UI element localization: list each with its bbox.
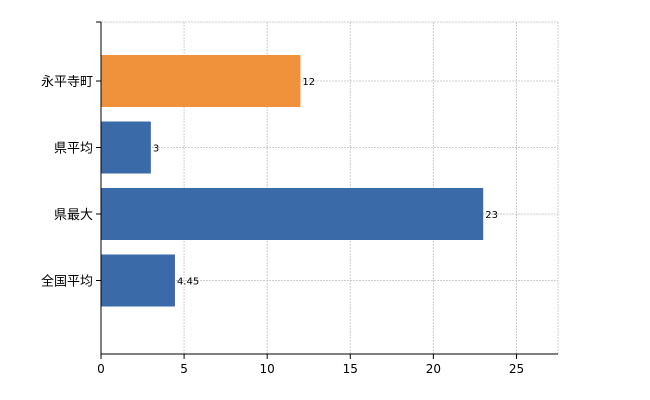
- x-tick-label: 10: [260, 362, 275, 376]
- x-tick-label: 0: [97, 362, 105, 376]
- axis-layer: [96, 21, 558, 359]
- data-label: 12: [302, 77, 315, 88]
- category-label: 永平寺町: [41, 75, 93, 90]
- category-label: 全国平均: [41, 274, 93, 290]
- bar: [101, 121, 151, 174]
- category-label: 県最大: [54, 208, 93, 223]
- bar: [101, 55, 301, 107]
- x-tick-label: 5: [180, 362, 188, 376]
- x-tick-label: 20: [426, 362, 441, 376]
- x-tick-label: 15: [343, 362, 358, 376]
- bar-layer: [101, 55, 484, 307]
- data-label: 3: [153, 144, 159, 155]
- bar: [101, 188, 484, 240]
- data-label: 23: [485, 210, 498, 221]
- bar: [101, 254, 175, 307]
- x-tick-label: 25: [509, 362, 524, 376]
- data-label: 4.45: [177, 277, 199, 288]
- category-label: 県平均: [54, 142, 93, 157]
